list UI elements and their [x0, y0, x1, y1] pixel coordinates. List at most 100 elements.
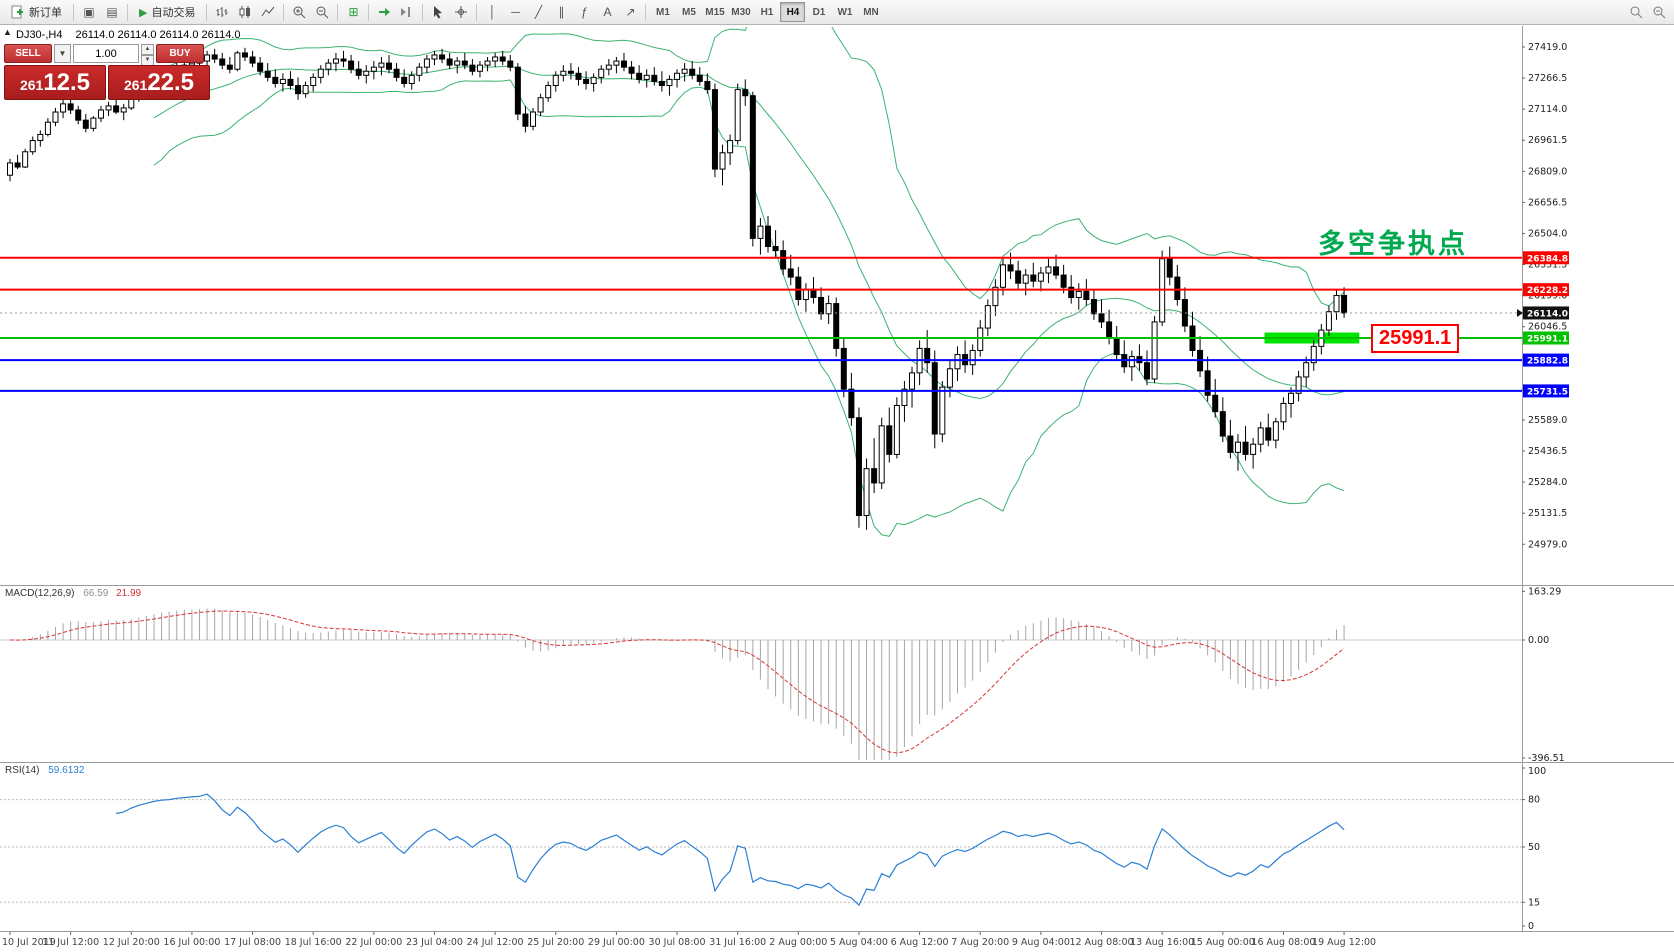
zoom-tool-icon[interactable] — [1648, 1, 1670, 23]
toolbar-separator — [283, 3, 285, 21]
svg-text:26351.5: 26351.5 — [1528, 260, 1567, 271]
timeframe-h1[interactable]: H1 — [760, 6, 774, 18]
volume-up-icon[interactable]: ▲ — [141, 44, 154, 55]
chart-title: DJ30-,H4 26114.0 26114.0 26114.0 26114.0 — [16, 29, 240, 41]
channel-icon[interactable]: ∥ — [558, 5, 565, 19]
sell-price-display[interactable]: 261 12.5 — [4, 65, 106, 100]
svg-text:25731.5: 25731.5 — [1527, 387, 1568, 397]
autotrading-button[interactable]: ▶ 自动交易 — [132, 1, 202, 23]
cursor-icon[interactable] — [427, 1, 449, 23]
volume-dropdown-icon[interactable]: ▼ — [54, 44, 71, 63]
horizontal-line-icon[interactable]: ─ — [511, 5, 520, 19]
chart-shift-icon[interactable] — [396, 1, 418, 23]
macd-main-value: 66.59 — [83, 588, 109, 599]
one-click-collapse-icon[interactable]: ▲ — [3, 27, 12, 37]
timeframe-d1[interactable]: D1 — [812, 6, 826, 18]
svg-text:24979.0: 24979.0 — [1528, 539, 1567, 550]
open-charts-icon[interactable]: ▣ — [83, 5, 95, 19]
candlestick-icon[interactable] — [234, 1, 256, 23]
vertical-line-icon[interactable]: │ — [488, 5, 497, 19]
tile-windows-icon[interactable]: ⊞ — [348, 5, 359, 19]
svg-text:22 Jul 00:00: 22 Jul 00:00 — [345, 937, 402, 948]
svg-text:19 Aug 12:00: 19 Aug 12:00 — [1312, 937, 1376, 948]
rsi-value: 59.6132 — [48, 765, 85, 776]
price-level-label — [1523, 283, 1569, 297]
svg-text:18 Jul 16:00: 18 Jul 16:00 — [285, 937, 342, 948]
new-order-button[interactable]: 新订单 — [4, 1, 69, 23]
svg-text:25991.1: 25991.1 — [1527, 335, 1568, 345]
svg-text:12 Aug 08:00: 12 Aug 08:00 — [1069, 937, 1133, 948]
sell-button[interactable]: SELL — [4, 44, 52, 63]
toolbar-separator — [645, 3, 647, 21]
svg-text:27114.0: 27114.0 — [1528, 104, 1567, 115]
chart-symbol-period: DJ30-,H4 — [16, 29, 63, 41]
svg-text:25284.0: 25284.0 — [1528, 477, 1567, 488]
zoom-out-icon[interactable] — [311, 1, 333, 23]
macd-name: MACD(12,26,9) — [5, 588, 75, 599]
fibonacci-icon[interactable]: ƒ — [581, 5, 588, 19]
toolbar-separator — [337, 3, 339, 21]
price-pane[interactable] — [7, 0, 1360, 537]
svg-text:26961.5: 26961.5 — [1528, 135, 1567, 146]
timeframe-mn[interactable]: MN — [863, 6, 879, 18]
search-icon[interactable] — [1625, 1, 1647, 23]
svg-text:17 Jul 08:00: 17 Jul 08:00 — [224, 937, 281, 948]
support-price-callout: 25991.1 — [1371, 324, 1460, 353]
timeframe-m15[interactable]: M15 — [705, 6, 725, 18]
svg-text:26228.2: 26228.2 — [1527, 286, 1568, 296]
dispute-point-annotation: 多空争执点 — [1318, 229, 1468, 259]
trendline-icon[interactable]: ╱ — [534, 5, 543, 19]
timeframe-m1[interactable]: M1 — [656, 6, 670, 18]
autotrading-label: 自动交易 — [151, 7, 196, 19]
crosshair-icon[interactable] — [450, 1, 472, 23]
profiles-icon[interactable]: ▤ — [106, 5, 118, 19]
svg-text:29 Jul 00:00: 29 Jul 00:00 — [588, 937, 645, 948]
timeframe-m30[interactable]: M30 — [731, 6, 751, 18]
toolbar: 新订单 ▣ ▤ ▶ 自动交易 ⊞ │ ─ ╱ ∥ ƒ A ↗ M1 — [0, 0, 1674, 25]
toolbar-separator — [476, 3, 478, 21]
svg-text:27266.5: 27266.5 — [1528, 73, 1567, 84]
svg-text:25131.5: 25131.5 — [1528, 508, 1567, 519]
bar-chart-icon[interactable] — [211, 1, 233, 23]
svg-text:25 Jul 20:00: 25 Jul 20:00 — [527, 937, 584, 948]
svg-text:2 Aug 00:00: 2 Aug 00:00 — [769, 937, 827, 948]
volume-spinner: ▲ ▼ — [141, 44, 154, 66]
svg-text:12 Jul 20:00: 12 Jul 20:00 — [103, 937, 160, 948]
line-chart-icon[interactable] — [257, 1, 279, 23]
price-level-label — [1523, 384, 1569, 398]
svg-text:80: 80 — [1528, 795, 1540, 806]
svg-text:6 Aug 12:00: 6 Aug 12:00 — [891, 937, 949, 948]
price-level-label — [1523, 331, 1569, 345]
buy-button[interactable]: BUY — [156, 44, 204, 63]
svg-text:0.00: 0.00 — [1528, 635, 1549, 646]
timeframe-m5[interactable]: M5 — [682, 6, 696, 18]
macd-indicator-label: MACD(12,26,9) 66.59 21.99 — [5, 588, 141, 599]
arrows-icon[interactable]: ↗ — [625, 5, 636, 19]
svg-text:25436.5: 25436.5 — [1528, 446, 1567, 457]
candles-layer — [7, 47, 1348, 530]
svg-text:163.29: 163.29 — [1528, 586, 1561, 597]
price-level-label — [1523, 251, 1569, 265]
toolbar-separator — [368, 3, 370, 21]
svg-text:13 Aug 16:00: 13 Aug 16:00 — [1130, 937, 1194, 948]
toolbar-separator — [422, 3, 424, 21]
volume-input[interactable]: 1.00 — [73, 44, 139, 63]
price-level-label — [1523, 306, 1569, 320]
buy-price-display[interactable]: 261 22.5 — [108, 65, 210, 100]
svg-text:100: 100 — [1528, 766, 1546, 777]
svg-text:9 Aug 04:00: 9 Aug 04:00 — [1012, 937, 1070, 948]
toolbar-separator — [206, 3, 208, 21]
chart-ohlc-values: 26114.0 26114.0 26114.0 26114.0 — [75, 29, 241, 41]
auto-scroll-icon[interactable] — [373, 1, 395, 23]
svg-text:26504.0: 26504.0 — [1528, 228, 1567, 239]
text-icon[interactable]: A — [603, 5, 612, 19]
timeframe-w1[interactable]: W1 — [837, 6, 853, 18]
autotrading-play-icon: ▶ — [139, 6, 148, 19]
timeframe-h4[interactable]: H4 — [780, 2, 806, 22]
svg-text:0: 0 — [1528, 921, 1534, 932]
zoom-in-icon[interactable] — [288, 1, 310, 23]
price-level-label — [1523, 353, 1569, 367]
svg-text:50: 50 — [1528, 842, 1540, 853]
